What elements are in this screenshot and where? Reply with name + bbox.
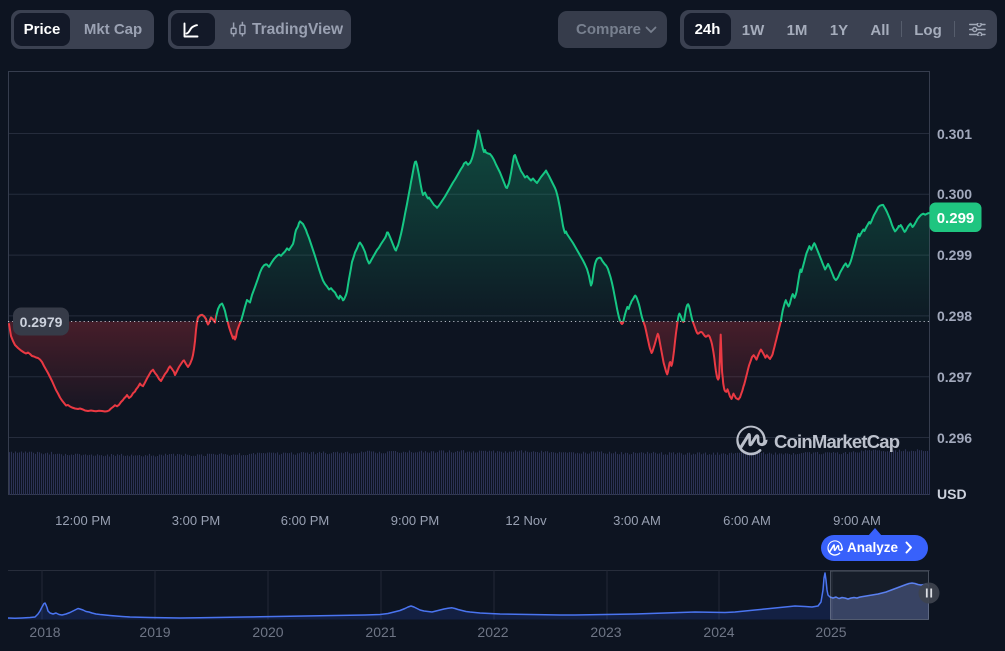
svg-text:0.299: 0.299	[937, 210, 975, 227]
svg-text:0.2979: 0.2979	[20, 314, 63, 330]
svg-text:CoinMarketCap: CoinMarketCap	[774, 431, 900, 452]
